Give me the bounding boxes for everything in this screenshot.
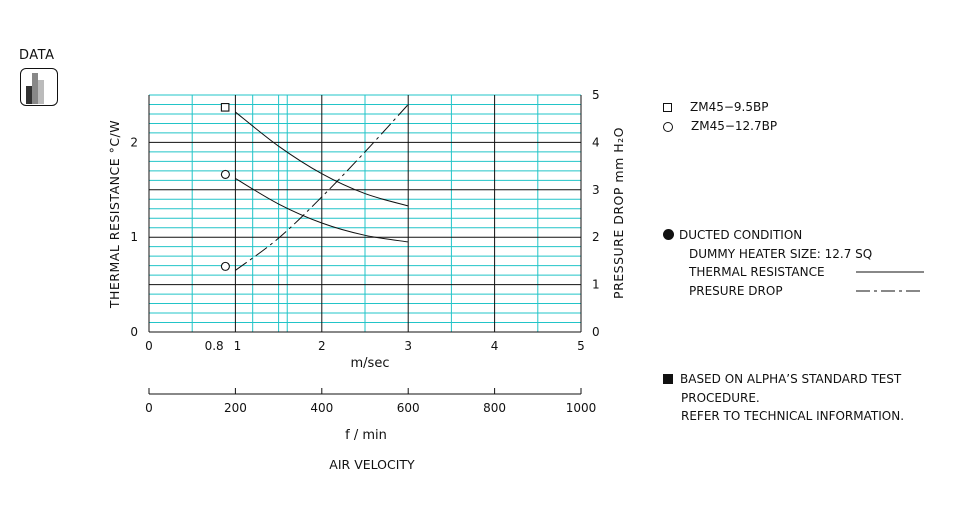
y-tick-label-left: 0 xyxy=(130,325,138,339)
x-axis-label: m/sec xyxy=(351,356,390,371)
circle-marker-icon xyxy=(663,121,673,132)
legend-item: ZM45−9.5BP xyxy=(663,98,777,117)
legend: ZM45−9.5BP ZM45−12.7BP xyxy=(663,98,777,136)
legend-item: ZM45−12.7BP xyxy=(663,117,777,136)
series-layer xyxy=(220,103,409,271)
x-tick-label: 0.8 xyxy=(205,339,224,353)
data-logo-label: DATA xyxy=(19,48,55,63)
grid-minor xyxy=(149,94,581,332)
x-tick-label: 3 xyxy=(404,339,412,353)
series-marker-circle xyxy=(220,261,230,271)
secondary-axis: 0 200 400 600 800 1000 xyxy=(145,388,596,415)
y-tick-label-left: 2 xyxy=(130,135,138,149)
square-marker-icon xyxy=(663,103,672,112)
condition-title: DUCTED CONDITION xyxy=(679,228,803,242)
y-tick-label-right: 2 xyxy=(592,230,600,244)
test-note: BASED ON ALPHA’S STANDARD TEST PROCEDURE… xyxy=(663,370,904,426)
x-tick-label-secondary: 0 xyxy=(145,401,153,415)
x-tick-label-secondary: 200 xyxy=(224,401,247,415)
heater-size: DUMMY HEATER SIZE: 12.7 SQ xyxy=(689,246,873,261)
y-tick-label-right: 1 xyxy=(592,278,600,292)
pressure-line-label: PRESURE DROP xyxy=(689,283,783,298)
bullet-dot-icon xyxy=(663,229,674,240)
x-tick-label: 5 xyxy=(577,339,585,353)
x-tick-label-secondary: 600 xyxy=(397,401,420,415)
legend-label: ZM45−12.7BP xyxy=(691,119,778,133)
y-axis-label-left: THERMAL RESISTANCE °C/W xyxy=(107,120,122,309)
series-marker-circle xyxy=(220,169,230,179)
y-axis-label-right: PRESSURE DROP mm H₂O xyxy=(611,127,626,299)
dashdot-line-sample-icon xyxy=(856,290,924,292)
legend-label: ZM45−9.5BP xyxy=(690,100,769,114)
bullet-square-icon xyxy=(663,374,673,384)
note-line-1: BASED ON ALPHA’S STANDARD TEST xyxy=(680,372,902,386)
y-tick-label-right: 0 xyxy=(592,325,600,339)
note-line-3: REFER TO TECHNICAL INFORMATION. xyxy=(681,409,905,423)
y-tick-label-left: 1 xyxy=(130,230,138,244)
x-tick-label-secondary: 400 xyxy=(310,401,333,415)
note-line-2: PROCEDURE. xyxy=(681,390,760,405)
x-tick-label: 1 xyxy=(234,339,242,353)
x-tick-label: 0 xyxy=(145,339,153,353)
x-tick-label-secondary: 800 xyxy=(483,401,506,415)
condition-block: DUCTED CONDITION DUMMY HEATER SIZE: 12.7… xyxy=(663,226,926,300)
data-bars-icon xyxy=(20,68,58,106)
x-tick-label-secondary: 1000 xyxy=(566,401,597,415)
series-line xyxy=(235,177,409,243)
thermal-line-label: THERMAL RESISTANCE xyxy=(689,265,825,279)
plot-frame xyxy=(148,95,582,333)
chart-footer-title: AIR VELOCITY xyxy=(329,457,415,472)
x-tick-label: 2 xyxy=(318,339,326,353)
series-marker-square xyxy=(220,103,230,112)
grid-major xyxy=(149,95,581,332)
y-tick-label-right: 5 xyxy=(592,88,600,102)
x-axis-label-secondary: f / min xyxy=(345,428,387,443)
series-line xyxy=(235,104,409,271)
solid-line-sample-icon xyxy=(856,271,924,273)
y-tick-label-right: 4 xyxy=(592,135,600,149)
y-tick-label-right: 3 xyxy=(592,183,600,197)
x-tick-label: 4 xyxy=(491,339,499,353)
series-line xyxy=(235,111,409,207)
